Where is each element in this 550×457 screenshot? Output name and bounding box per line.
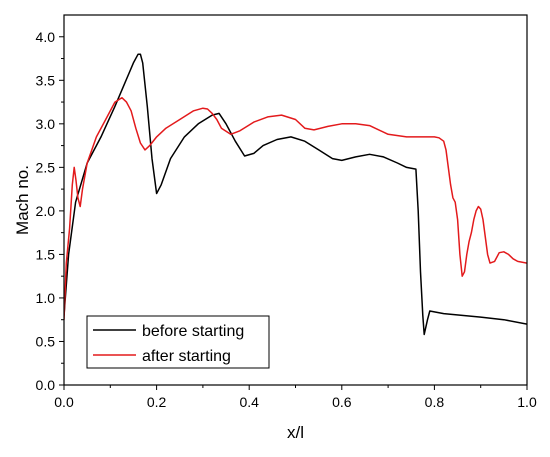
legend-box xyxy=(86,315,270,369)
x-tick-label: 0.6 xyxy=(332,394,352,410)
y-tick-label: 2.0 xyxy=(36,203,56,219)
y-tick-label: 3.5 xyxy=(36,72,56,88)
x-tick-label: 1.0 xyxy=(517,394,537,410)
y-tick-label: 2.5 xyxy=(36,159,56,175)
x-tick-label: 0.0 xyxy=(54,394,74,410)
legend: before starting after starting xyxy=(86,315,270,369)
x-tick-label: 0.8 xyxy=(425,394,445,410)
x-axis-title: x/l xyxy=(287,423,304,442)
y-tick-label: 0.5 xyxy=(36,333,56,349)
y-tick-label: 3.0 xyxy=(36,116,56,132)
legend-label-after-starting: after starting xyxy=(142,348,231,365)
ticks-layer: 0.0 0.2 0.4 0.6 0.8 1.0 0.0 0.5 1.0 1.5 2.0 2.5 3.0 3… xyxy=(36,29,537,410)
y-tick-label: 0.0 xyxy=(36,377,56,393)
y-axis-title: Mach no. xyxy=(13,165,32,235)
y-tick-label: 1.5 xyxy=(36,246,56,262)
series-line-after-starting xyxy=(64,96,527,320)
x-tick-label: 0.4 xyxy=(239,394,259,410)
y-tick-label: 4.0 xyxy=(36,29,56,45)
x-tick-label: 0.2 xyxy=(147,394,167,410)
series-layer xyxy=(64,53,527,336)
legend-label-before-starting: before starting xyxy=(142,323,244,340)
series-line-before-starting xyxy=(64,53,527,336)
y-tick-label: 1.0 xyxy=(36,290,56,306)
